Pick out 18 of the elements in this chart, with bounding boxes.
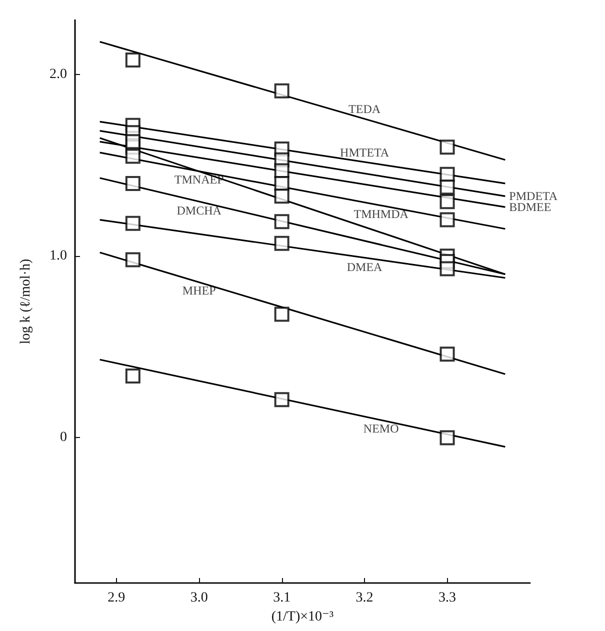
x-tick-label: 3.2 (356, 590, 374, 606)
x-tick-label: 3.0 (190, 590, 208, 606)
y-tick-label: 1.0 (50, 248, 67, 264)
annotation: DMEA (346, 260, 383, 274)
annotation: TEDA (348, 102, 381, 116)
y-tick-label: 0 (60, 430, 67, 446)
x-tick-label: 2.9 (108, 590, 126, 606)
y-tick-label: 2.0 (50, 66, 67, 82)
x-tick-label: 3.1 (273, 590, 291, 606)
annotation: TMHMDA (354, 207, 409, 222)
annotation: DMCHA (176, 204, 222, 218)
annotation: MHEP (182, 284, 216, 298)
x-tick-label: 3.3 (438, 590, 456, 606)
x-axis-title: (1/T)×10⁻³ (271, 609, 334, 624)
y-axis-title: log k (ℓ/mol·h) (18, 258, 34, 344)
annotation: HMTETA (340, 146, 390, 160)
annotation: TMNAEP (174, 172, 224, 187)
annotation: NEMO (363, 422, 400, 436)
